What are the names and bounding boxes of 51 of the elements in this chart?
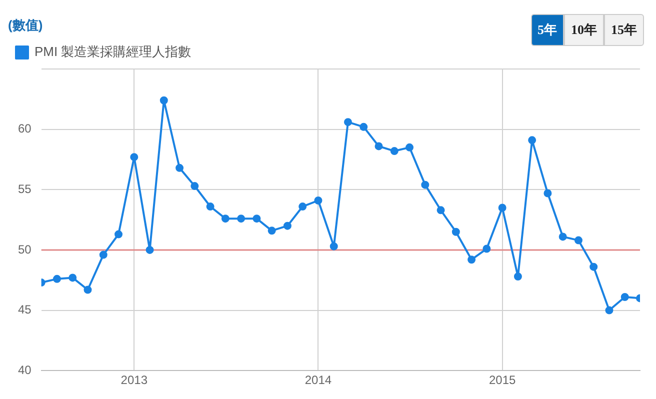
y-tick-label: 40 [18,362,32,377]
point [482,244,491,253]
point [68,274,77,282]
legend-label: PMI 製造業採購經理人指數 [34,44,192,60]
y-tick-label: 50 [18,242,32,256]
y-axis-title: (數值) [8,18,43,33]
point [146,246,154,254]
point [344,118,352,126]
point [330,242,338,250]
point [374,142,383,150]
point [452,228,460,236]
point [498,204,506,212]
point [176,164,184,172]
point [130,153,138,162]
point [574,236,582,244]
point [360,122,368,131]
point [590,262,598,271]
point [558,232,567,241]
x-tick-label: 2015 [488,373,516,388]
point [268,226,276,235]
y-tick-label: 55 [18,182,32,196]
point [390,147,398,156]
point [436,206,445,214]
point [314,196,322,204]
point [421,180,430,189]
point [544,189,552,198]
point [52,274,61,283]
period-button[interactable]: 15年 [604,14,644,46]
y-tick-label: 45 [18,302,32,317]
point [99,250,108,259]
period-button[interactable]: 5年 [530,14,564,46]
point [283,222,292,230]
point [160,96,168,104]
point [605,306,614,314]
point [114,230,123,238]
point [190,182,199,190]
point [406,143,414,152]
period-button[interactable]: 10年 [564,14,604,46]
point [528,136,536,144]
point [237,214,246,223]
x-tick-label: 2013 [120,373,148,388]
point [252,214,261,223]
point [514,272,522,280]
point [206,202,214,211]
point [298,202,307,211]
x-tick-label: 2014 [304,373,332,388]
y-tick-label: 60 [18,122,32,136]
point [221,214,230,223]
point [620,293,629,302]
point [468,256,476,264]
point [84,286,92,294]
